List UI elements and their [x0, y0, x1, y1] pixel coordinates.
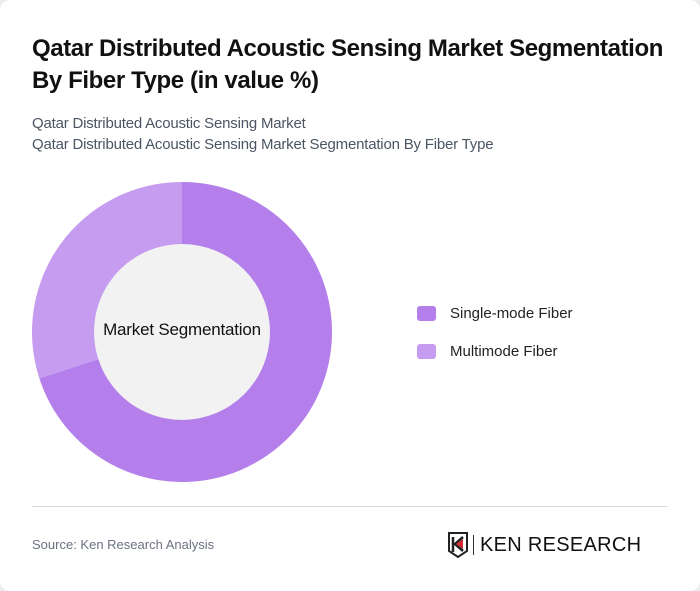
legend-swatch [417, 305, 436, 321]
legend-item-single-mode-fiber[interactable]: Single-mode Fiber [417, 303, 573, 323]
chart-title: Qatar Distributed Acoustic Sensing Marke… [32, 35, 663, 94]
legend-swatch [417, 343, 436, 359]
ken-research-logo: KEN RESEARCH [447, 530, 641, 560]
donut-chart [32, 182, 332, 482]
source-note: Source: Ken Research Analysis [32, 537, 215, 552]
donut-center-label: Market Segmentation [103, 320, 261, 339]
legend-label: Multimode Fiber [450, 342, 558, 360]
chart-legend: Single-mode Fiber Multimode Fiber [417, 303, 573, 379]
donut-hole [94, 244, 270, 420]
chart-subtitle: Qatar Distributed Acoustic Sensing Marke… [32, 113, 494, 155]
legend-item-multimode-fiber[interactable]: Multimode Fiber [417, 341, 573, 361]
subtitle-line-2: Qatar Distributed Acoustic Sensing Marke… [32, 136, 494, 153]
logo-separator [473, 535, 474, 555]
footer-divider [32, 506, 668, 507]
ken-shield-icon [448, 532, 468, 558]
legend-label: Single-mode Fiber [450, 304, 573, 322]
logo-text: KEN RESEARCH [480, 533, 642, 556]
subtitle-line-1: Qatar Distributed Acoustic Sensing Marke… [32, 115, 306, 132]
